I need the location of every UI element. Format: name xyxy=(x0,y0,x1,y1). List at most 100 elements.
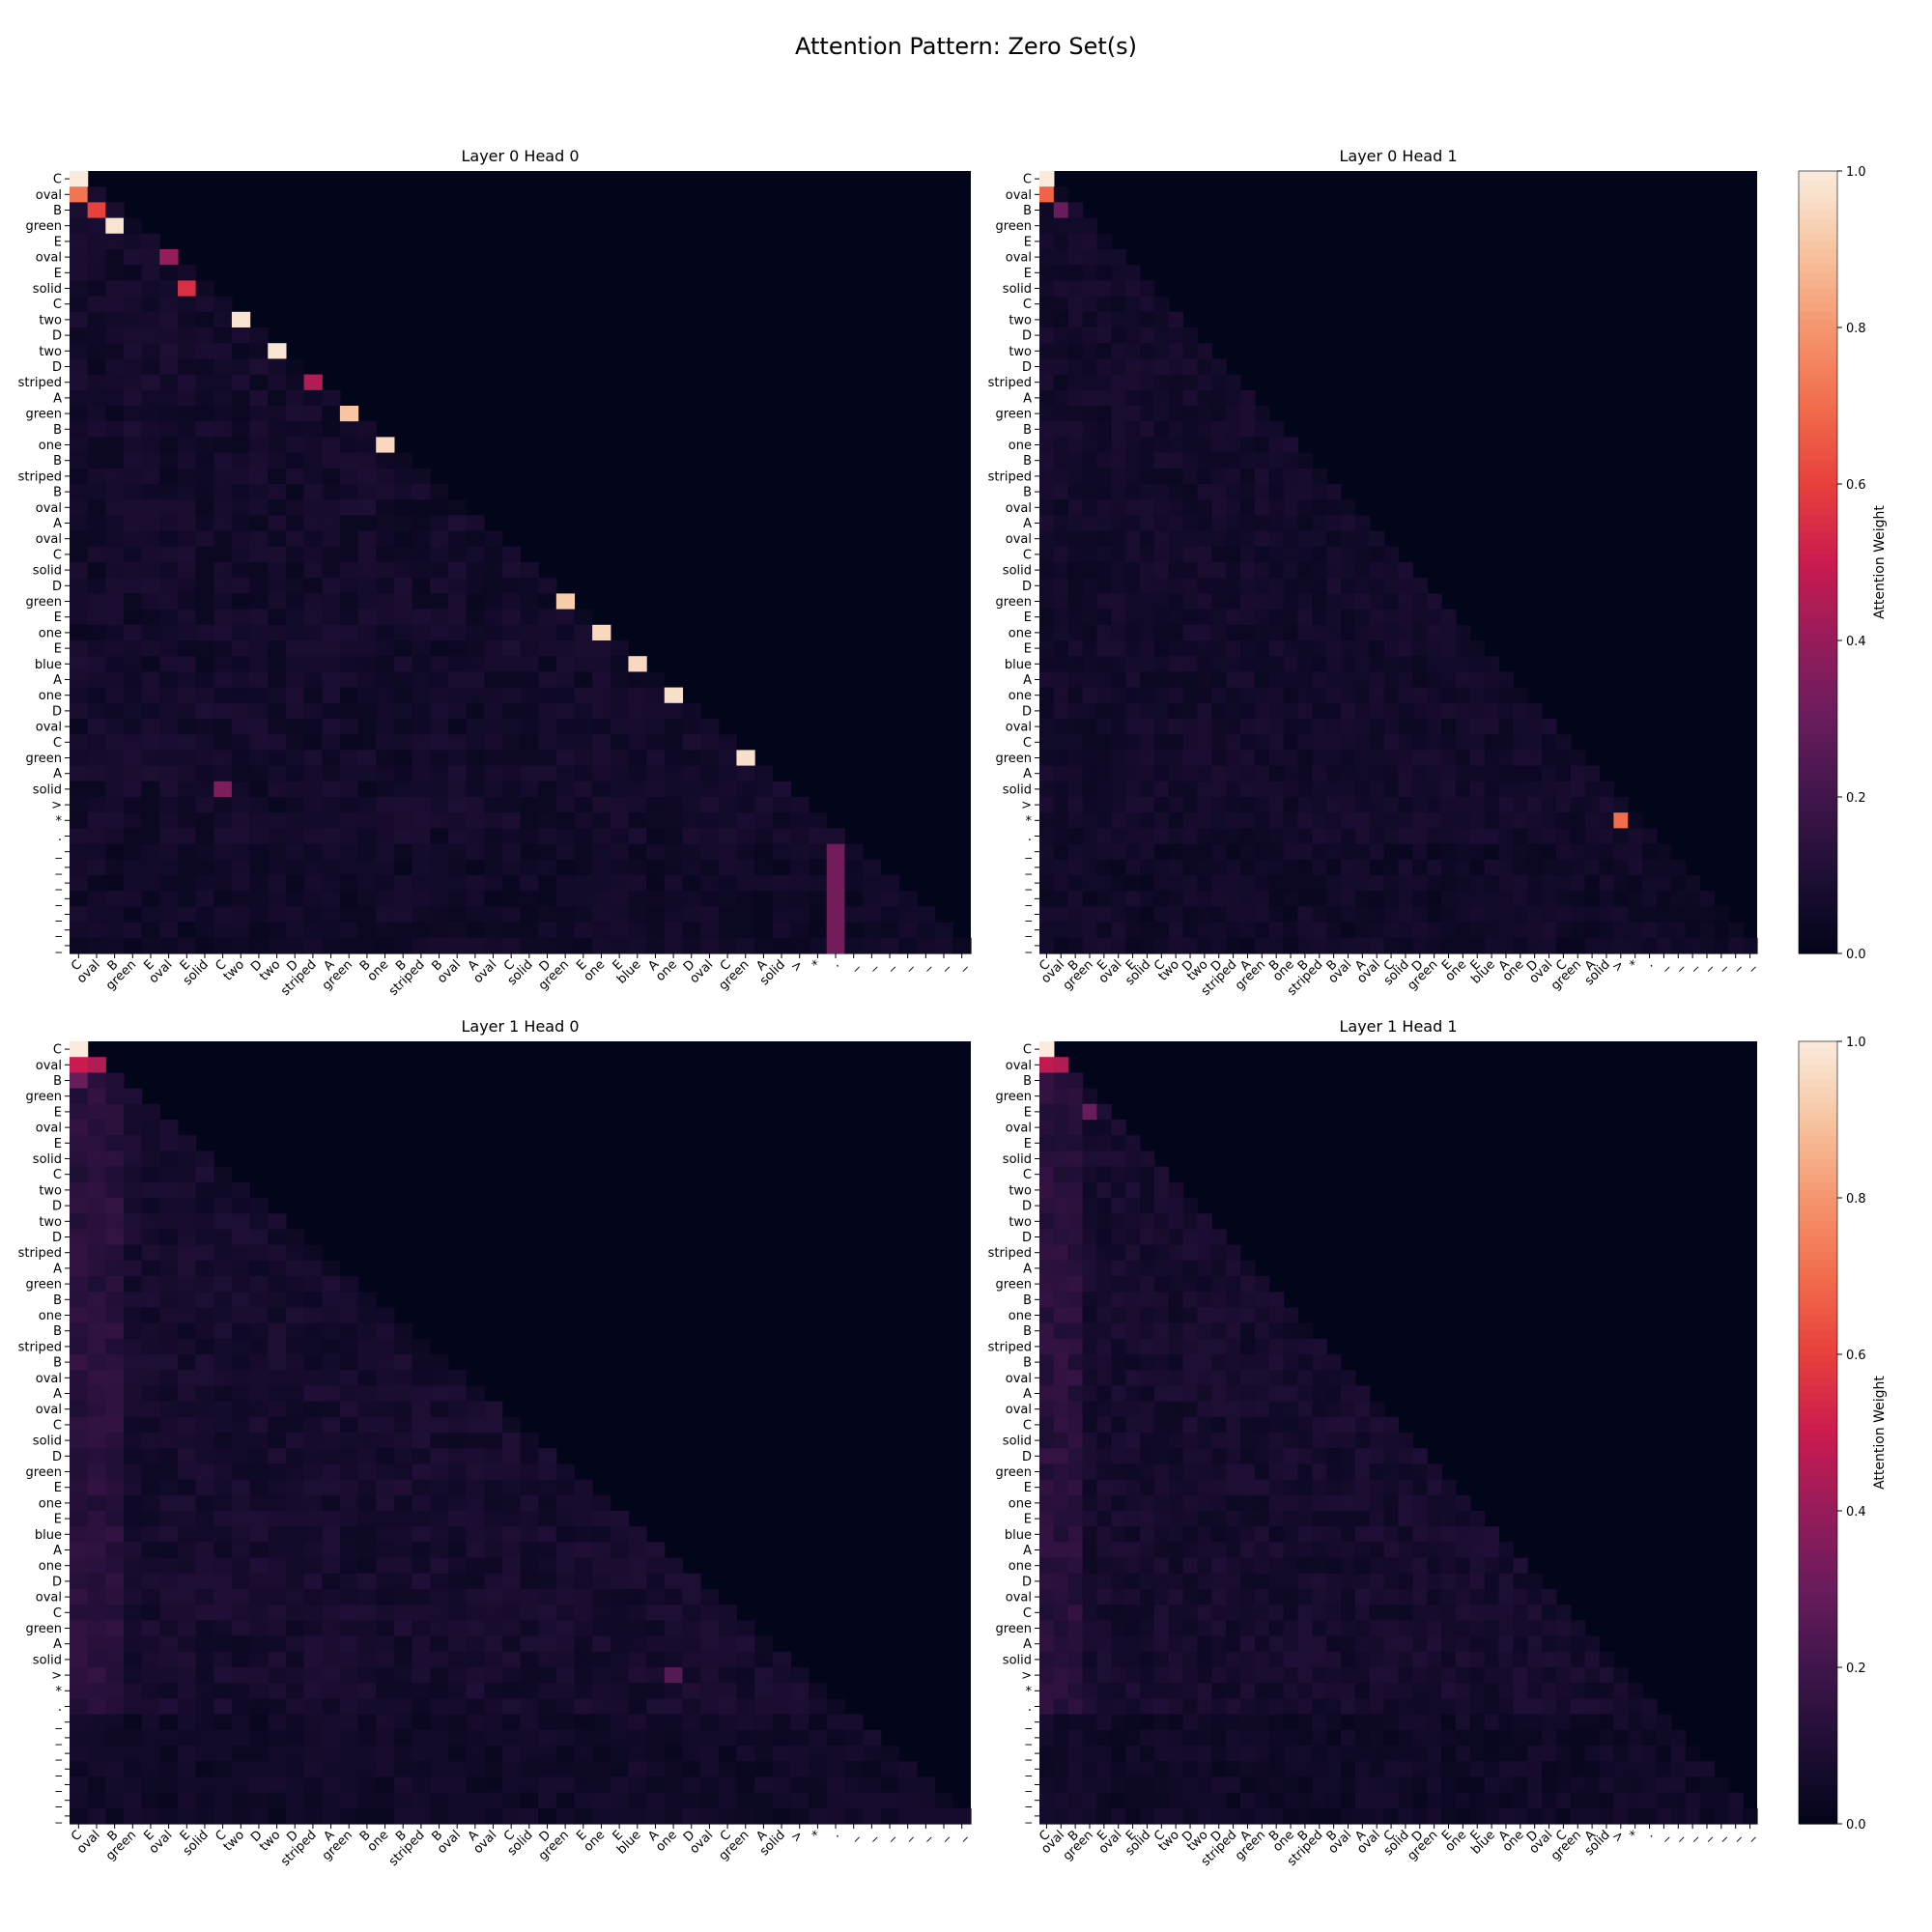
heatmap-cell xyxy=(520,1651,539,1668)
heatmap-cell xyxy=(1082,1416,1098,1434)
heatmap-cell xyxy=(610,1698,630,1716)
heatmap-cell xyxy=(322,624,341,641)
heatmap-cell xyxy=(322,1605,341,1621)
heatmap-cell xyxy=(1469,671,1486,689)
heatmap-cell xyxy=(628,1776,647,1794)
heatmap-cell xyxy=(303,1542,323,1559)
heatmap-cell xyxy=(249,421,269,438)
heatmap-cell xyxy=(249,1589,269,1605)
heatmap-cell xyxy=(231,797,251,813)
heatmap-cell xyxy=(754,1635,774,1653)
heatmap-cell xyxy=(1168,734,1184,751)
heatmap-cell xyxy=(1096,593,1112,611)
heatmap-cell xyxy=(1542,859,1557,876)
heatmap-cell xyxy=(87,843,106,861)
heatmap-cell xyxy=(1197,1244,1212,1262)
heatmap-cell xyxy=(430,484,449,500)
heatmap-cell xyxy=(1542,797,1557,813)
heatmap-cell xyxy=(249,530,269,548)
heatmap-cell xyxy=(1211,702,1227,720)
heatmap-cell xyxy=(1153,1244,1170,1262)
heatmap-cell xyxy=(1542,750,1557,767)
heatmap-cell xyxy=(1053,202,1069,219)
heatmap-cell xyxy=(1297,546,1313,563)
heatmap-cell xyxy=(592,1557,611,1575)
y-tick-label: C xyxy=(53,173,62,187)
heatmap-cell xyxy=(159,765,179,782)
heatmap-cell xyxy=(538,719,557,735)
y-tick-label: _ xyxy=(55,1763,63,1777)
heatmap-cell xyxy=(376,906,395,923)
heatmap-cell xyxy=(1226,1542,1241,1559)
heatmap-cell xyxy=(159,484,179,500)
heatmap-cell xyxy=(87,1120,106,1136)
heatmap-cell xyxy=(1197,922,1212,939)
heatmap-cell xyxy=(1268,624,1285,641)
heatmap-cell xyxy=(880,1761,899,1777)
heatmap-cell xyxy=(1111,1385,1126,1403)
heatmap-cell xyxy=(1111,734,1126,751)
heatmap-cell xyxy=(736,1667,755,1684)
heatmap-cell xyxy=(1168,609,1184,626)
heatmap-cell xyxy=(1053,515,1069,532)
heatmap-cell xyxy=(1039,765,1055,782)
heatmap-cell xyxy=(87,1589,106,1605)
heatmap-cell xyxy=(790,828,810,845)
heatmap-cell xyxy=(1111,1511,1126,1527)
heatmap-cell xyxy=(1125,687,1141,704)
heatmap-cell xyxy=(123,1244,143,1262)
heatmap-cell xyxy=(1053,828,1069,845)
heatmap-cell xyxy=(339,1401,359,1418)
heatmap-cell xyxy=(105,859,125,876)
heatmap-cell xyxy=(376,1370,395,1386)
heatmap-cell xyxy=(646,734,666,751)
heatmap-cell xyxy=(123,1792,143,1809)
heatmap-cell xyxy=(195,624,214,641)
heatmap-cell xyxy=(231,937,251,954)
heatmap-cell xyxy=(285,812,305,829)
heatmap-cell xyxy=(1226,1307,1241,1324)
heatmap-cell xyxy=(87,1260,106,1277)
heatmap-cell xyxy=(231,1746,251,1762)
heatmap-cell xyxy=(1312,1463,1327,1481)
heatmap-cell xyxy=(376,1635,395,1653)
heatmap-cell xyxy=(303,1683,323,1699)
heatmap-cell xyxy=(213,1416,233,1434)
heatmap-cell xyxy=(844,891,864,907)
heatmap-cell xyxy=(1182,1494,1199,1512)
heatmap-cell xyxy=(141,640,160,657)
heatmap-cell xyxy=(357,1698,377,1716)
heatmap-cell xyxy=(1053,1433,1069,1449)
heatmap-cell xyxy=(646,671,666,689)
heatmap-cell xyxy=(1312,922,1327,939)
heatmap-cell xyxy=(736,1714,755,1731)
heatmap-cell xyxy=(249,1433,269,1449)
heatmap-cell xyxy=(303,719,323,735)
heatmap-cell xyxy=(1153,922,1170,939)
heatmap-cell xyxy=(917,1792,936,1809)
heatmap-cell xyxy=(772,875,791,892)
heatmap-cell xyxy=(213,1479,233,1496)
heatmap-cell xyxy=(339,452,359,469)
heatmap-cell xyxy=(105,578,125,594)
heatmap-cell xyxy=(159,702,179,720)
heatmap-cell xyxy=(105,1714,125,1731)
heatmap-cell xyxy=(231,1479,251,1496)
heatmap-cell xyxy=(484,1620,503,1637)
heatmap-cell xyxy=(105,1103,125,1121)
heatmap-cell xyxy=(1111,499,1126,516)
heatmap-cell xyxy=(700,750,720,767)
heatmap-cell xyxy=(141,1635,160,1653)
heatmap-cell xyxy=(1168,702,1184,720)
heatmap-cell xyxy=(141,1526,160,1543)
heatmap-cell xyxy=(249,843,269,861)
heatmap-cell xyxy=(177,1605,197,1621)
heatmap-cell xyxy=(412,702,431,720)
y-tick-label: green xyxy=(25,1622,62,1636)
heatmap-cell xyxy=(1226,484,1241,500)
heatmap-cell xyxy=(1226,922,1241,939)
heatmap-cell xyxy=(1642,906,1658,923)
heatmap-cell xyxy=(772,1792,791,1809)
heatmap-cell xyxy=(1125,484,1141,500)
heatmap-cell xyxy=(357,624,377,641)
